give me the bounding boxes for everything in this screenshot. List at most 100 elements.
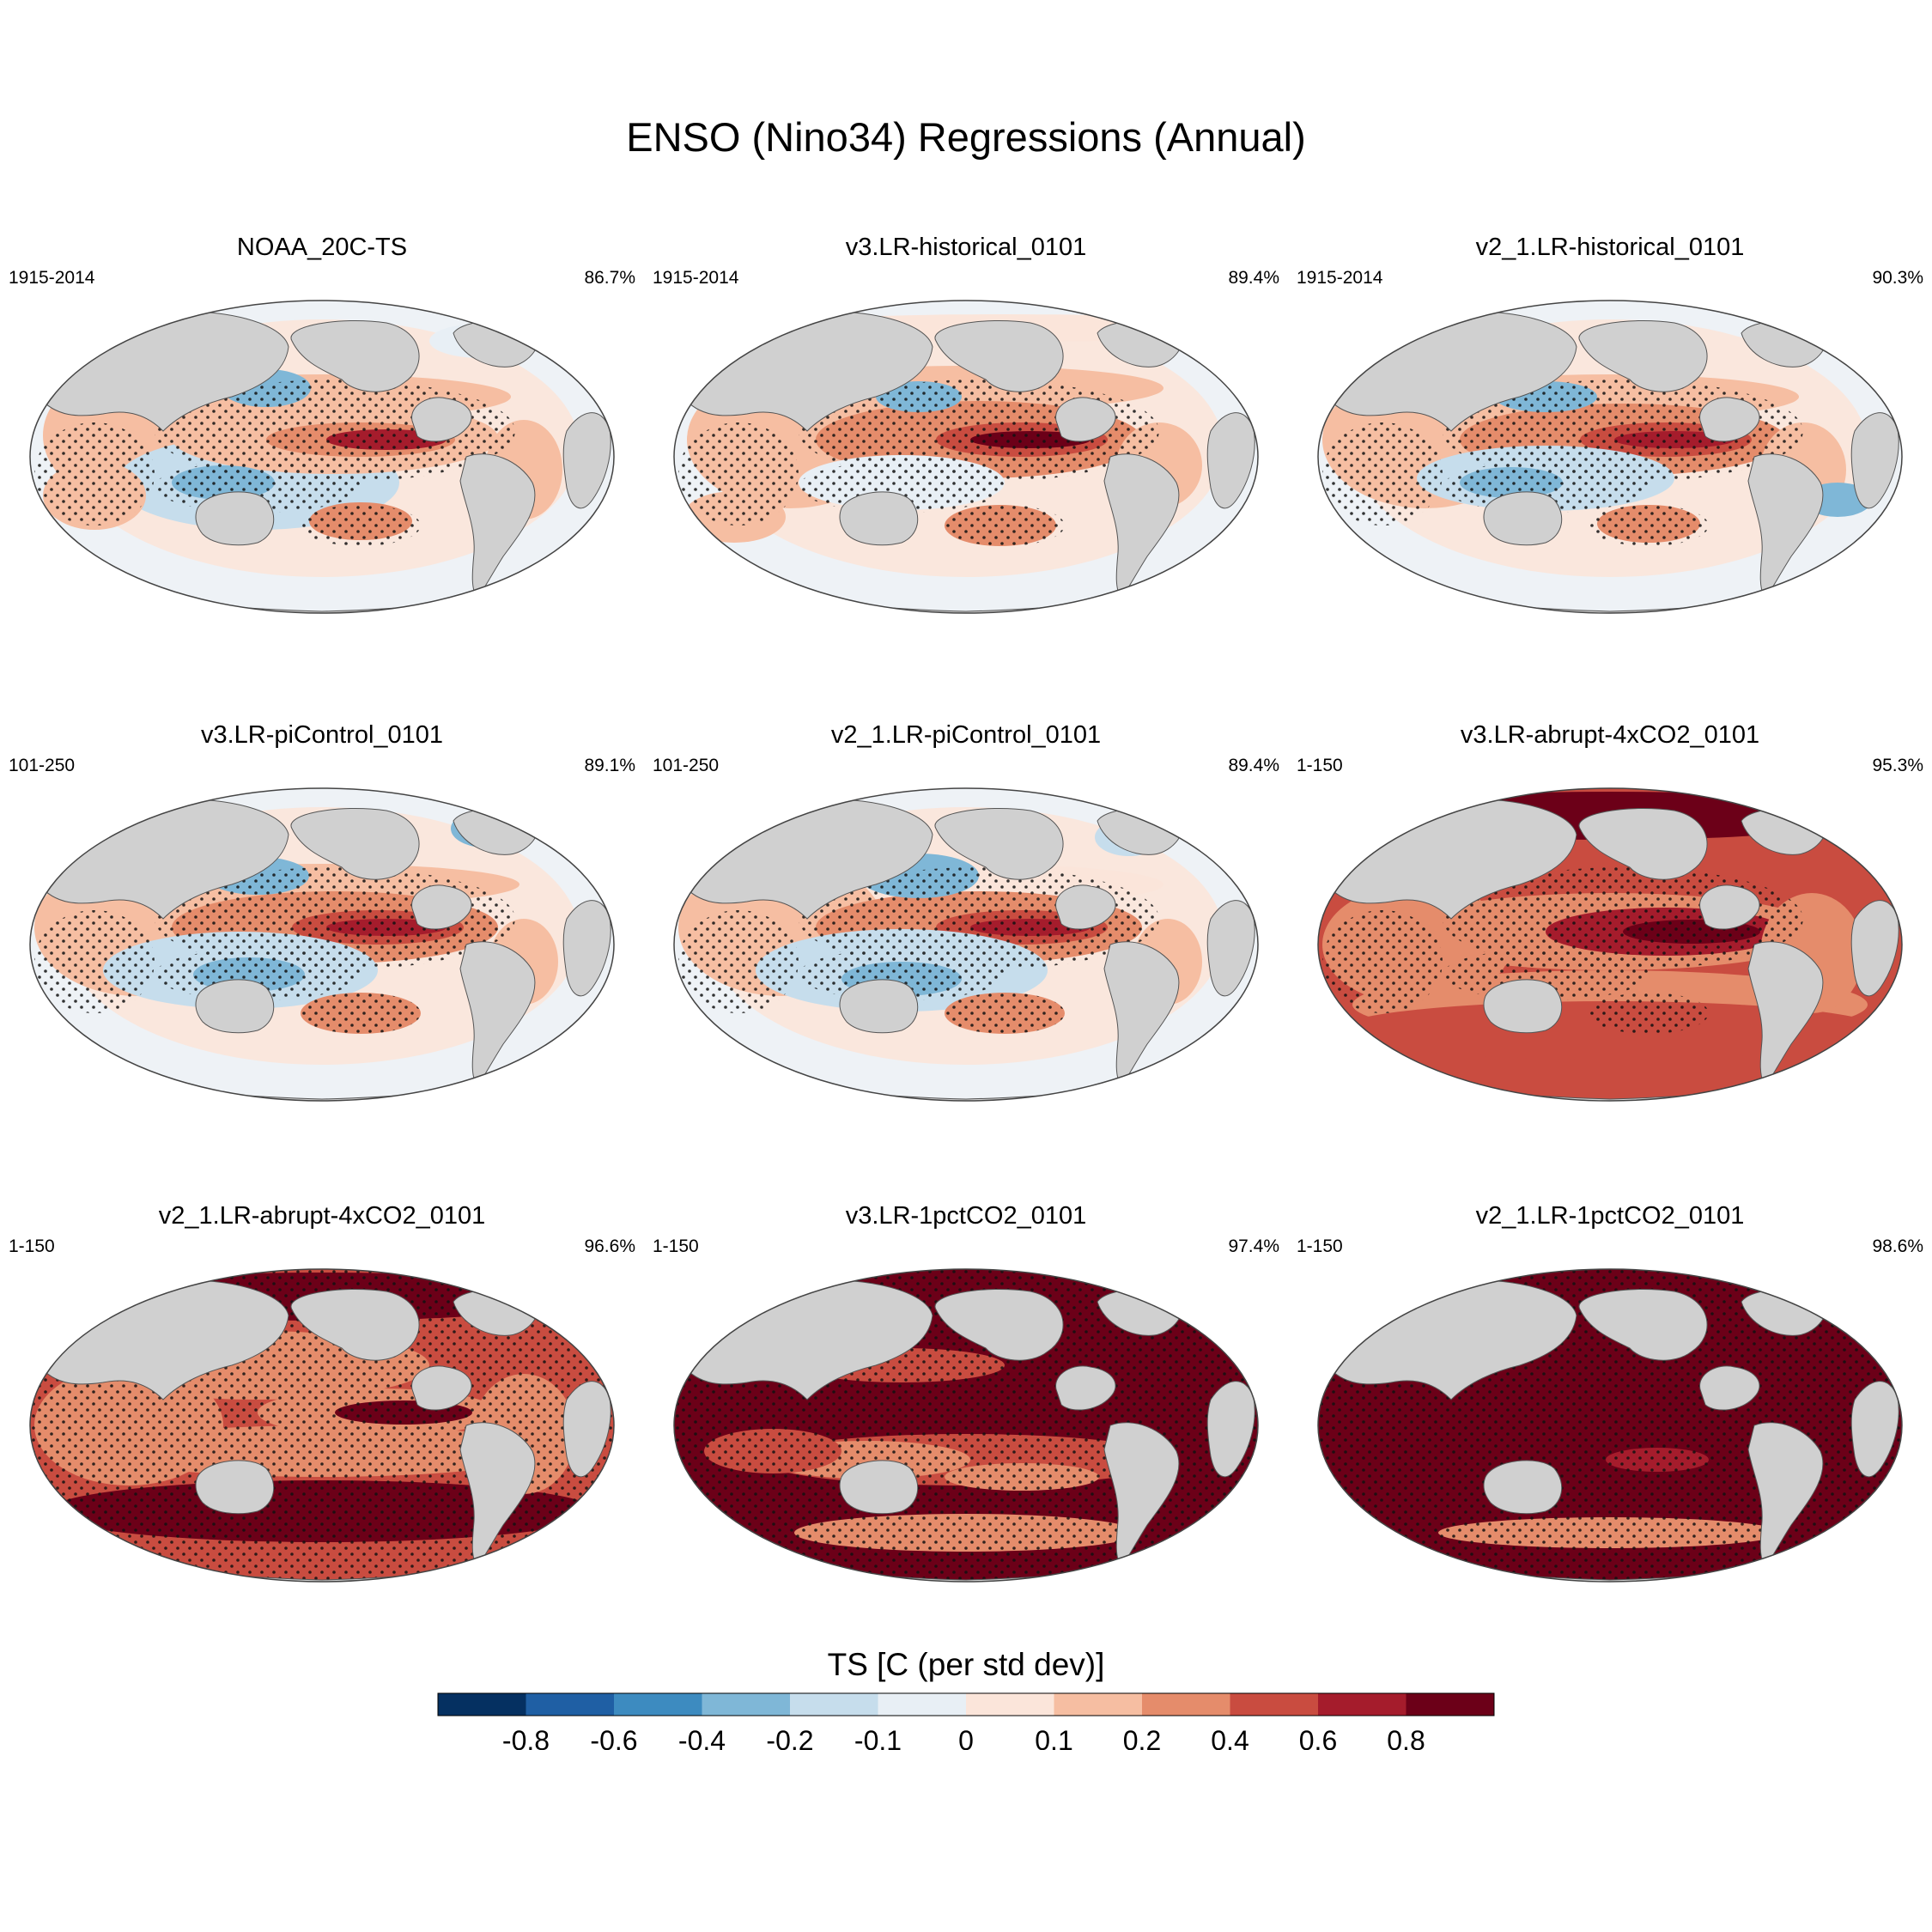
land-mass: [1578, 320, 1708, 392]
map-border: [1317, 787, 1903, 1102]
map-svg: [1317, 1268, 1903, 1583]
panel-title: v2_1.LR-1pctCO2_0101: [1475, 1202, 1745, 1230]
land-mass: [1055, 1365, 1116, 1411]
map-panel: v3.LR-piControl_0101 101-250 89.1%: [0, 721, 644, 1202]
land-mass: [934, 320, 1064, 392]
panel-percent: 89.1%: [584, 756, 635, 775]
land-mass: [934, 1289, 1064, 1361]
land-mass: [839, 1460, 919, 1515]
panel-period: 1-150: [653, 1236, 699, 1256]
panel-title: v3.LR-historical_0101: [845, 234, 1087, 261]
map-panel: v3.LR-abrupt-4xCO2_0101 1-150 95.3%: [1288, 721, 1932, 1202]
land-mass: [1103, 941, 1180, 1087]
land-mass: [562, 900, 611, 997]
map-border: [29, 787, 615, 1102]
panel-period: 1915-2014: [1297, 268, 1383, 288]
colorbar-svg: -0.8 -0.6 -0.4 -0.2 -0.1 0 0.1 0.2 0.4 0.6 0.8: [437, 1692, 1495, 1750]
map-panel: v2_1.LR-1pctCO2_0101 1-150 98.6%: [1288, 1202, 1932, 1683]
colorbar-swatch: [702, 1693, 790, 1716]
panel-title: v3.LR-1pctCO2_0101: [845, 1202, 1087, 1230]
land-mass: [1850, 412, 1899, 509]
map-border: [673, 300, 1259, 614]
map-svg: [1317, 300, 1903, 614]
panel-percent: 95.3%: [1872, 756, 1923, 775]
panel-period: 1915-2014: [653, 268, 739, 288]
land-mass: [1483, 1460, 1563, 1515]
land-mass: [562, 412, 611, 509]
panel-period: 101-250: [9, 756, 76, 775]
panel-percent: 96.6%: [584, 1236, 635, 1256]
map-svg: [29, 787, 615, 1102]
panel-title: v2_1.LR-historical_0101: [1475, 234, 1745, 261]
land-mass: [1747, 1422, 1824, 1568]
panel-percent: 98.6%: [1872, 1236, 1923, 1256]
land-mass: [1206, 1381, 1255, 1478]
land-mass: [1747, 453, 1824, 599]
land-mass: [1578, 1289, 1708, 1361]
colorbar-swatch: [1054, 1693, 1142, 1716]
anomaly-region: [1335, 1001, 1885, 1060]
panel-title: v3.LR-piControl_0101: [200, 721, 444, 749]
panel-title: v2_1.LR-abrupt-4xCO2_0101: [158, 1202, 486, 1230]
panel-title: NOAA_20C-TS: [236, 234, 408, 261]
significance-stipple: [674, 1269, 1258, 1582]
map-border: [29, 1268, 615, 1583]
land-mass: [1850, 900, 1899, 997]
map-panel: v3.LR-1pctCO2_0101 1-150 97.4%: [644, 1202, 1288, 1683]
land-mass: [459, 941, 536, 1087]
colorbar-tick-label: 0.8: [1387, 1725, 1425, 1750]
colorbar-swatch: [614, 1693, 702, 1716]
colorbar-tick-label: 0.2: [1123, 1725, 1161, 1750]
colorbar-tick-label: -0.2: [766, 1725, 813, 1750]
map-panel: v2_1.LR-historical_0101 1915-2014 90.3%: [1288, 234, 1932, 714]
land-mass: [1850, 1381, 1899, 1478]
land-mass: [290, 808, 420, 880]
land-mass: [1483, 979, 1563, 1034]
colorbar-swatch: [1142, 1693, 1230, 1716]
map-svg: [29, 300, 615, 614]
map-panel: NOAA_20C-TS 1915-2014 86.7%: [0, 234, 644, 714]
land-mass: [934, 808, 1064, 880]
panel-period: 1-150: [9, 1236, 55, 1256]
colorbar-tick-label: 0.6: [1299, 1725, 1337, 1750]
land-mass: [1206, 900, 1255, 997]
land-mass: [1206, 412, 1255, 509]
panel-title: v2_1.LR-piControl_0101: [830, 721, 1102, 749]
panel-percent: 97.4%: [1228, 1236, 1279, 1256]
map-border: [1317, 300, 1903, 614]
land-mass: [1699, 397, 1760, 442]
land-mass: [1699, 884, 1760, 930]
map-panel: v2_1.LR-abrupt-4xCO2_0101 1-150 96.6%: [0, 1202, 644, 1683]
colorbar-swatch: [966, 1693, 1054, 1716]
map-border: [29, 300, 615, 614]
map-panel: v2_1.LR-piControl_0101 101-250 89.4%: [644, 721, 1288, 1202]
land-mass: [839, 491, 919, 546]
panel-period: 1-150: [1297, 1236, 1343, 1256]
figure-title: ENSO (Nino34) Regressions (Annual): [626, 114, 1306, 160]
colorbar-swatch: [1318, 1693, 1406, 1716]
colorbar-tick-label: 0.4: [1211, 1725, 1249, 1750]
land-mass: [411, 884, 472, 930]
colorbar-swatch: [526, 1693, 614, 1716]
map-svg: [673, 1268, 1259, 1583]
colorbar: TS [C (per std dev)] -0.8 -0.6 -0.4 -0.2 -0.…: [0, 1647, 1932, 1750]
land-mass: [411, 397, 472, 442]
map-border: [673, 1268, 1259, 1583]
colorbar-label: TS [C (per std dev)]: [827, 1647, 1105, 1682]
colorbar-tick-label: -0.8: [502, 1725, 550, 1750]
land-mass: [195, 979, 275, 1034]
land-mass: [459, 453, 536, 599]
colorbar-swatch: [1406, 1693, 1494, 1716]
colorbar-swatch: [1230, 1693, 1318, 1716]
colorbar-tick-label: -0.4: [678, 1725, 726, 1750]
map-svg: [673, 300, 1259, 614]
panel-percent: 89.4%: [1228, 756, 1279, 775]
panel-period: 101-250: [653, 756, 720, 775]
map-svg: [1317, 787, 1903, 1102]
panel-percent: 86.7%: [584, 268, 635, 288]
map-panel: v3.LR-historical_0101 1915-2014 89.4%: [644, 234, 1288, 714]
land-mass: [411, 1365, 472, 1411]
colorbar-tick-label: 0: [958, 1725, 974, 1750]
colorbar-tick-label: 0.1: [1035, 1725, 1072, 1750]
panel-period: 1-150: [1297, 756, 1343, 775]
